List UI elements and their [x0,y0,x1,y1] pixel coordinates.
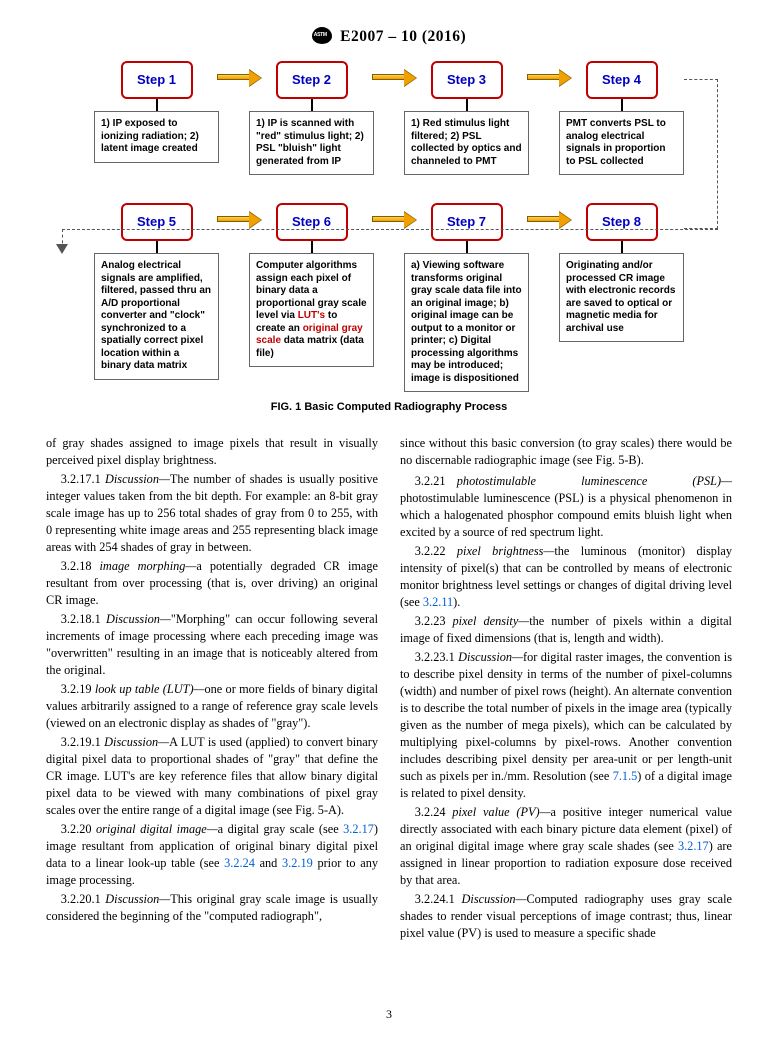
page-number: 3 [0,1006,778,1023]
step-box: Step 6 [276,203,348,241]
connector-line [466,241,468,253]
para: 3.2.18.1 Discussion—"Morphing" can occur… [46,611,378,679]
para: 3.2.24.1 Discussion—Computed radiography… [400,891,732,942]
astm-logo-icon [312,27,332,44]
cross-ref[interactable]: 7.1.5 [613,769,638,783]
para: 3.2.24 pixel value (PV)—a positive integ… [400,804,732,889]
step-box: Step 3 [431,61,503,99]
left-column: of gray shades assigned to image pixels … [46,435,378,943]
arrow-icon [220,203,248,222]
cross-ref[interactable]: 3.2.24 [224,856,255,870]
step-desc: Analog electrical signals are amplified,… [94,253,219,380]
para: 3.2.20.1 Discussion—This original gray s… [46,891,378,925]
step-box: Step 4 [586,61,658,99]
para: 3.2.22 pixel brightness—the luminous (mo… [400,543,732,611]
flow-col: Step 4 PMT converts PSL to analog electr… [559,61,684,175]
para: since without this basic conversion (to … [400,435,732,469]
figure-caption: FIG. 1 Basic Computed Radiography Proces… [0,400,778,415]
step-desc: a) Viewing software transforms original … [404,253,529,392]
cross-ref[interactable]: 3.2.19 [282,856,313,870]
flow-row-2: Step 5 Analog electrical signals are amp… [94,203,684,392]
step-desc: Originating and/or processed CR image wi… [559,253,684,342]
arrow-icon [375,61,403,80]
right-column: since without this basic conversion (to … [400,435,732,943]
connector-line [311,241,313,253]
arrow-icon [220,61,248,80]
para: 3.2.19 look up table (LUT)—one or more f… [46,681,378,732]
flow-col: Step 7 a) Viewing software transforms or… [404,203,529,392]
step-desc: PMT converts PSL to analog electrical si… [559,111,684,175]
para: 3.2.21 photostimulable luminescence (PSL… [400,473,732,541]
body-text: of gray shades assigned to image pixels … [0,435,778,943]
flow-col: Step 6 Computer algorithms assign each p… [249,203,374,367]
connector-line [466,99,468,111]
connector-line [156,99,158,111]
step-box: Step 5 [121,203,193,241]
flowchart: Step 1 1) IP exposed to ionizing radiati… [94,61,684,392]
connector-line [621,241,623,253]
para: of gray shades assigned to image pixels … [46,435,378,469]
connector-line [156,241,158,253]
step-box: Step 1 [121,61,193,99]
para: 3.2.20 original digital image—a digital … [46,821,378,889]
step-box: Step 2 [276,61,348,99]
flow-row-1: Step 1 1) IP exposed to ionizing radiati… [94,61,684,175]
dashed-arrowhead-icon [56,244,68,254]
para: 3.2.19.1 Discussion—A LUT is used (appli… [46,734,378,819]
dashed-connector [684,79,718,229]
step-desc: 1) Red stimulus light filtered; 2) PSL c… [404,111,529,175]
flow-col: Step 8 Originating and/or processed CR i… [559,203,684,342]
dashed-connector [62,229,63,249]
flow-col: Step 5 Analog electrical signals are amp… [94,203,219,379]
flowchart-container: Step 1 1) IP exposed to ionizing radiati… [0,61,778,392]
arrow-icon [375,203,403,222]
flow-col: Step 3 1) Red stimulus light filtered; 2… [404,61,529,175]
flow-col: Step 1 1) IP exposed to ionizing radiati… [94,61,219,162]
para: 3.2.18 image morphing—a potentially degr… [46,558,378,609]
cross-ref[interactable]: 3.2.11 [423,595,453,609]
cross-ref[interactable]: 3.2.17 [343,822,374,836]
arrow-icon [530,61,558,80]
step-desc: Computer algorithms assign each pixel of… [249,253,374,367]
page-header: E2007 – 10 (2016) [0,0,778,57]
para: 3.2.23 pixel density—the number of pixel… [400,613,732,647]
step-desc: 1) IP exposed to ionizing radiation; 2) … [94,111,219,163]
step-box: Step 7 [431,203,503,241]
step-desc: 1) IP is scanned with "red" stimulus lig… [249,111,374,175]
connector-line [311,99,313,111]
cross-ref[interactable]: 3.2.17 [678,839,709,853]
flow-col: Step 2 1) IP is scanned with "red" stimu… [249,61,374,175]
step-box: Step 8 [586,203,658,241]
connector-line [621,99,623,111]
arrow-icon [530,203,558,222]
para: 3.2.23.1 Discussion—for digital raster i… [400,649,732,802]
designation: E2007 – 10 (2016) [340,28,466,45]
para: 3.2.17.1 Discussion—The number of shades… [46,471,378,556]
